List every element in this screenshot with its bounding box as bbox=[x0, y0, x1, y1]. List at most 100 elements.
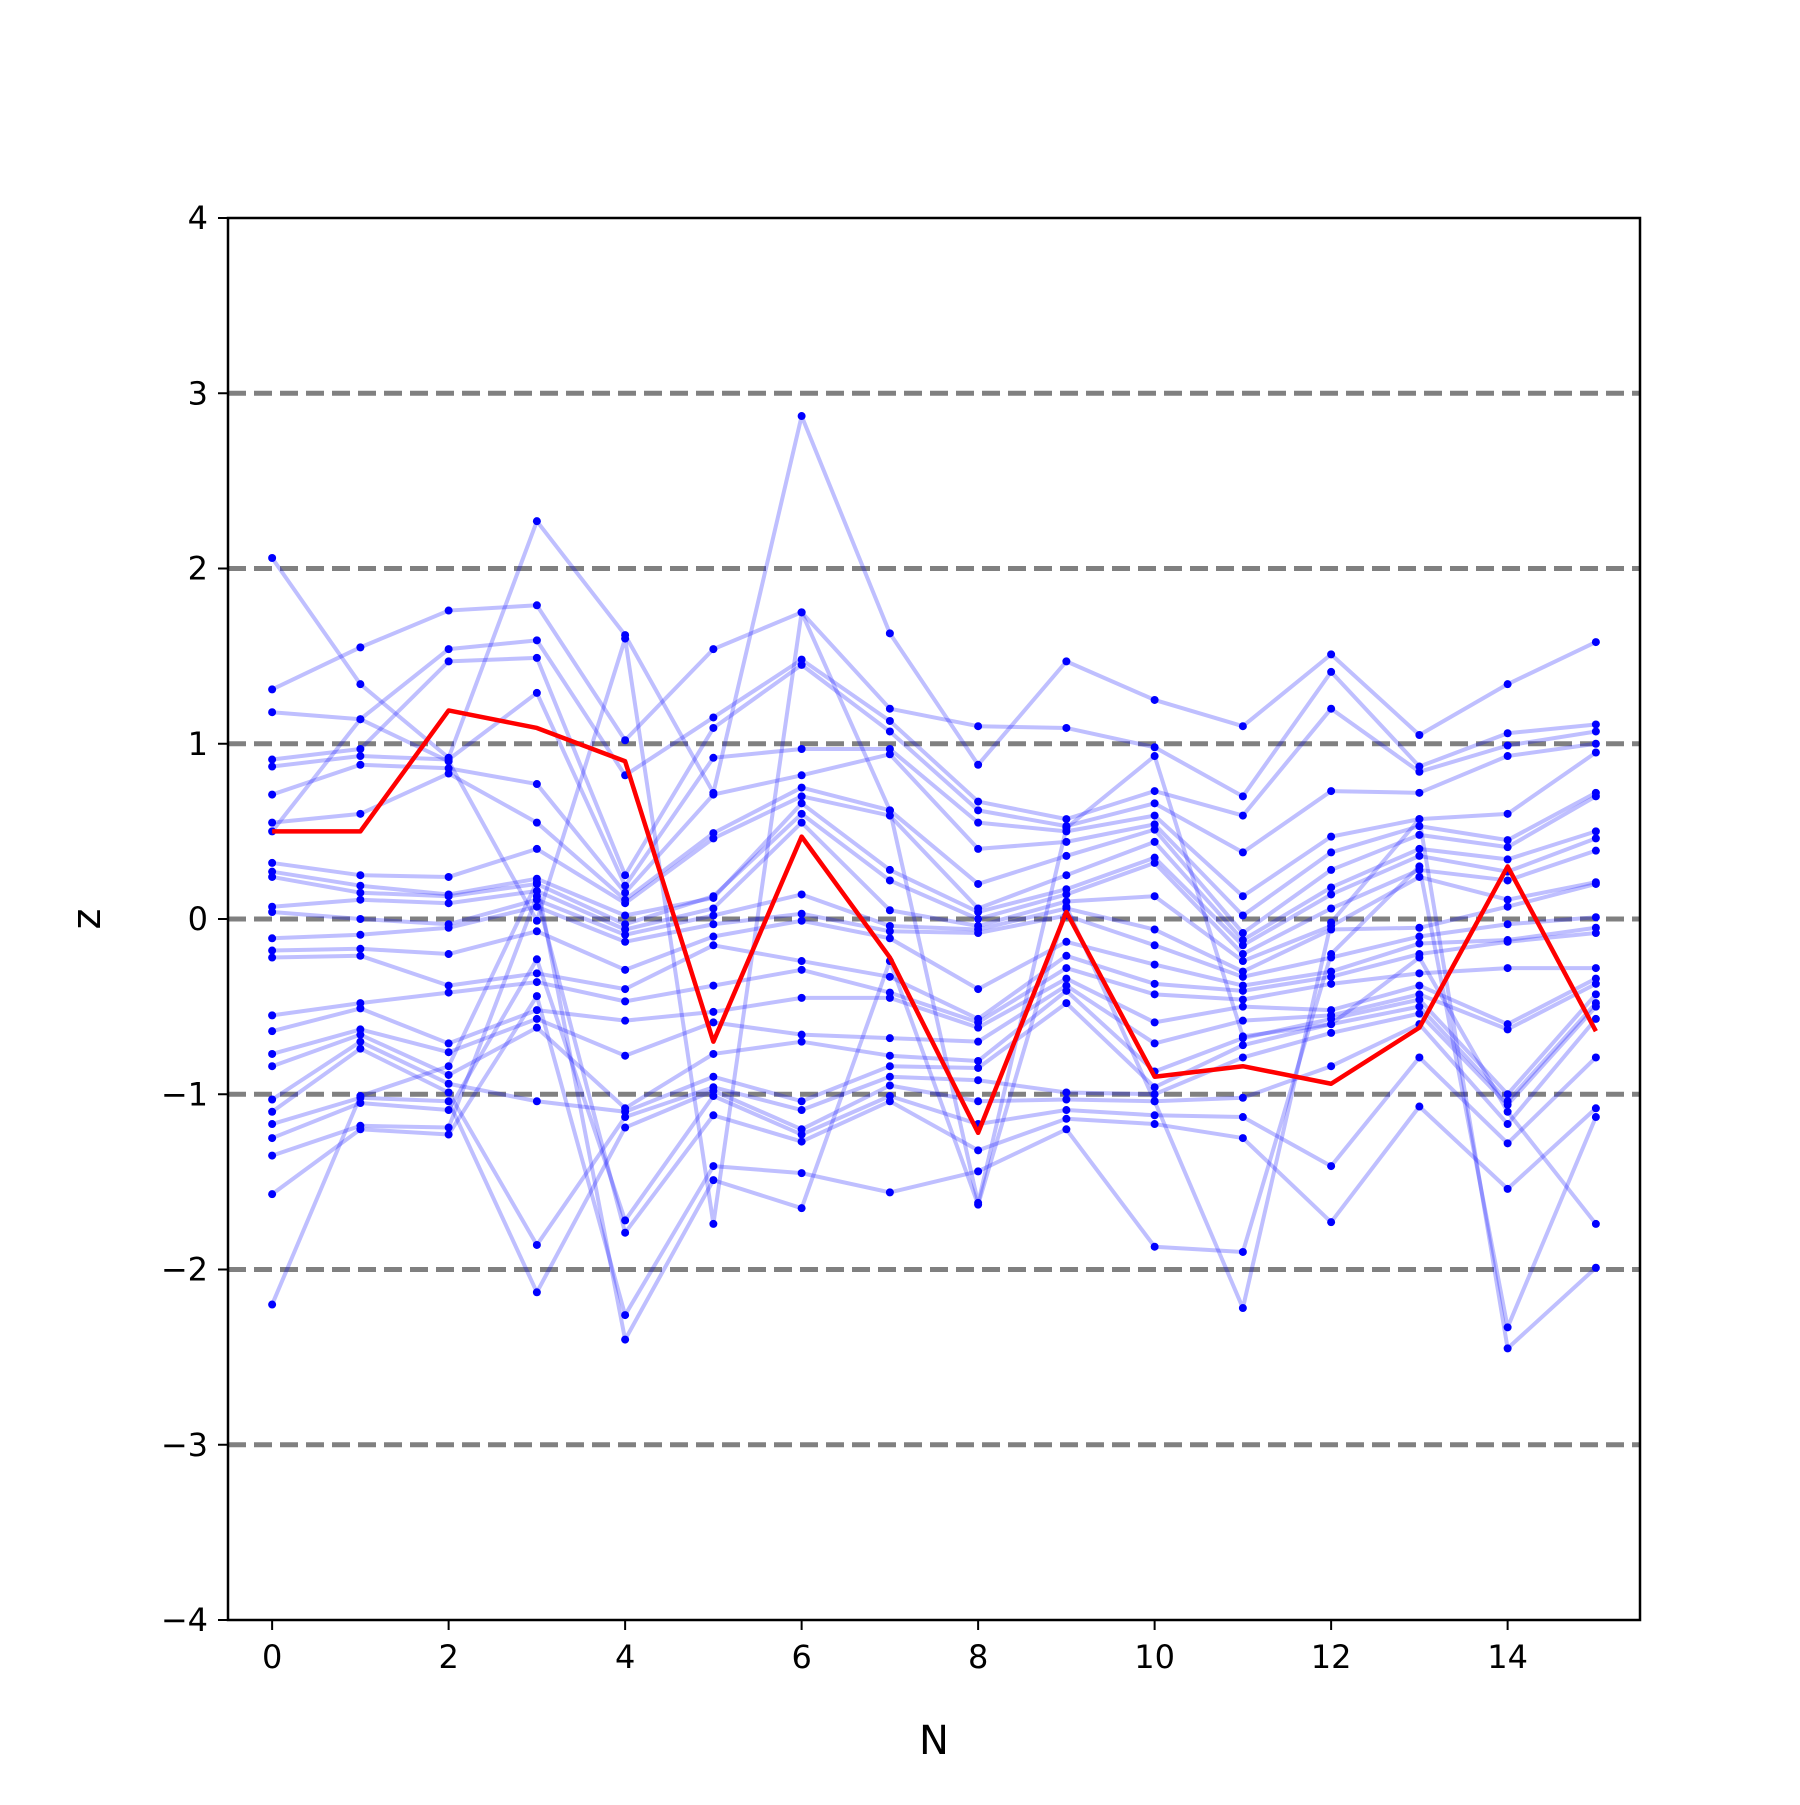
sample-point bbox=[885, 1097, 894, 1106]
sample-point bbox=[1503, 1107, 1512, 1116]
sample-point bbox=[1062, 851, 1071, 860]
sample-point bbox=[1150, 925, 1159, 934]
sample-point bbox=[621, 634, 630, 643]
sample-point bbox=[1503, 741, 1512, 750]
sample-point bbox=[444, 769, 453, 778]
sample-point bbox=[885, 750, 894, 759]
reference-lines bbox=[228, 390, 1640, 1448]
sample-point bbox=[1503, 680, 1512, 689]
sample-point bbox=[1150, 799, 1159, 808]
sample-point bbox=[444, 872, 453, 881]
sample-point bbox=[356, 895, 365, 904]
sample-point bbox=[797, 1169, 806, 1178]
sample-point bbox=[1062, 815, 1071, 824]
sample-point bbox=[1238, 929, 1247, 938]
sample-point bbox=[709, 1072, 718, 1081]
sample-point bbox=[1150, 787, 1159, 796]
sample-point bbox=[444, 981, 453, 990]
y-tick-label: −1 bbox=[161, 1075, 208, 1113]
sample-point bbox=[1062, 823, 1071, 832]
sample-point bbox=[1327, 832, 1336, 841]
sample-series-line bbox=[271, 794, 1597, 943]
sample-point bbox=[974, 806, 983, 815]
sample-point bbox=[621, 881, 630, 890]
sample-point bbox=[532, 992, 541, 1001]
sample-point bbox=[1238, 941, 1247, 950]
sample-point bbox=[1150, 1090, 1159, 1099]
sample-point bbox=[1238, 986, 1247, 995]
sample-point bbox=[1503, 920, 1512, 929]
sample-point bbox=[1591, 827, 1600, 836]
sample-point bbox=[1062, 1106, 1071, 1115]
sample-point bbox=[1238, 995, 1247, 1004]
sample-point bbox=[709, 981, 718, 990]
sample-point bbox=[709, 1049, 718, 1058]
x-tick-label: 0 bbox=[262, 1638, 282, 1676]
sample-point bbox=[1591, 1113, 1600, 1122]
sample-point bbox=[356, 1037, 365, 1046]
sample-point bbox=[797, 993, 806, 1002]
sample-point bbox=[797, 745, 806, 754]
sample-point bbox=[1062, 723, 1071, 732]
sample-point bbox=[532, 653, 541, 662]
sample-point bbox=[1591, 638, 1600, 647]
sample-point bbox=[709, 1111, 718, 1120]
sample-point bbox=[356, 888, 365, 897]
sample-point bbox=[1591, 1014, 1600, 1023]
sample-point bbox=[1238, 1134, 1247, 1143]
sample-series-line bbox=[271, 957, 1598, 1223]
sample-point bbox=[356, 643, 365, 652]
sample-point bbox=[1591, 748, 1600, 757]
sample-point bbox=[709, 941, 718, 950]
sample-point bbox=[797, 1037, 806, 1046]
sample-point bbox=[974, 1063, 983, 1072]
sample-point bbox=[1327, 1062, 1336, 1071]
sample-point bbox=[1415, 767, 1424, 776]
sample-point bbox=[1503, 902, 1512, 911]
sample-point bbox=[356, 951, 365, 960]
sample-point bbox=[532, 978, 541, 987]
sample-series-line bbox=[271, 811, 1597, 957]
sample-point bbox=[268, 934, 277, 943]
sample-point bbox=[709, 911, 718, 920]
sample-point bbox=[444, 645, 453, 654]
sample-point bbox=[885, 629, 894, 638]
sample-point bbox=[885, 704, 894, 713]
sample-point bbox=[1327, 1020, 1336, 1029]
sample-point bbox=[621, 1216, 630, 1225]
sample-series-line bbox=[272, 931, 1597, 1021]
sample-series-line bbox=[271, 894, 1598, 1235]
sample-point bbox=[974, 1198, 983, 1207]
sample-point bbox=[1238, 1041, 1247, 1050]
sample-series-line bbox=[271, 988, 1598, 1111]
sample-point bbox=[1150, 960, 1159, 969]
sample-point bbox=[268, 755, 277, 764]
sample-point bbox=[356, 760, 365, 769]
sample-point bbox=[709, 1162, 718, 1171]
sample-point bbox=[532, 818, 541, 827]
sample-point bbox=[1238, 722, 1247, 731]
highlight-series-line bbox=[272, 708, 1598, 1136]
sample-point bbox=[1503, 1184, 1512, 1193]
sample-point bbox=[1327, 918, 1336, 927]
sample-point bbox=[974, 929, 983, 938]
sample-point bbox=[444, 1079, 453, 1088]
sample-point bbox=[1238, 848, 1247, 857]
sample-point bbox=[797, 890, 806, 899]
sample-point bbox=[444, 657, 453, 666]
sample-point bbox=[797, 1097, 806, 1106]
sample-point bbox=[885, 972, 894, 981]
sample-point bbox=[709, 753, 718, 762]
sample-series-line bbox=[270, 610, 1598, 1226]
sample-point bbox=[1238, 792, 1247, 801]
sample-point bbox=[1062, 1125, 1071, 1134]
sample-point bbox=[1591, 979, 1600, 988]
sample-point bbox=[1238, 1002, 1247, 1011]
sample-point bbox=[356, 930, 365, 939]
sample-point bbox=[797, 792, 806, 801]
sample-point bbox=[1591, 964, 1600, 973]
sample-point bbox=[444, 757, 453, 766]
sample-point bbox=[356, 715, 365, 724]
sample-point bbox=[268, 1151, 277, 1160]
sample-point bbox=[1503, 1344, 1512, 1353]
